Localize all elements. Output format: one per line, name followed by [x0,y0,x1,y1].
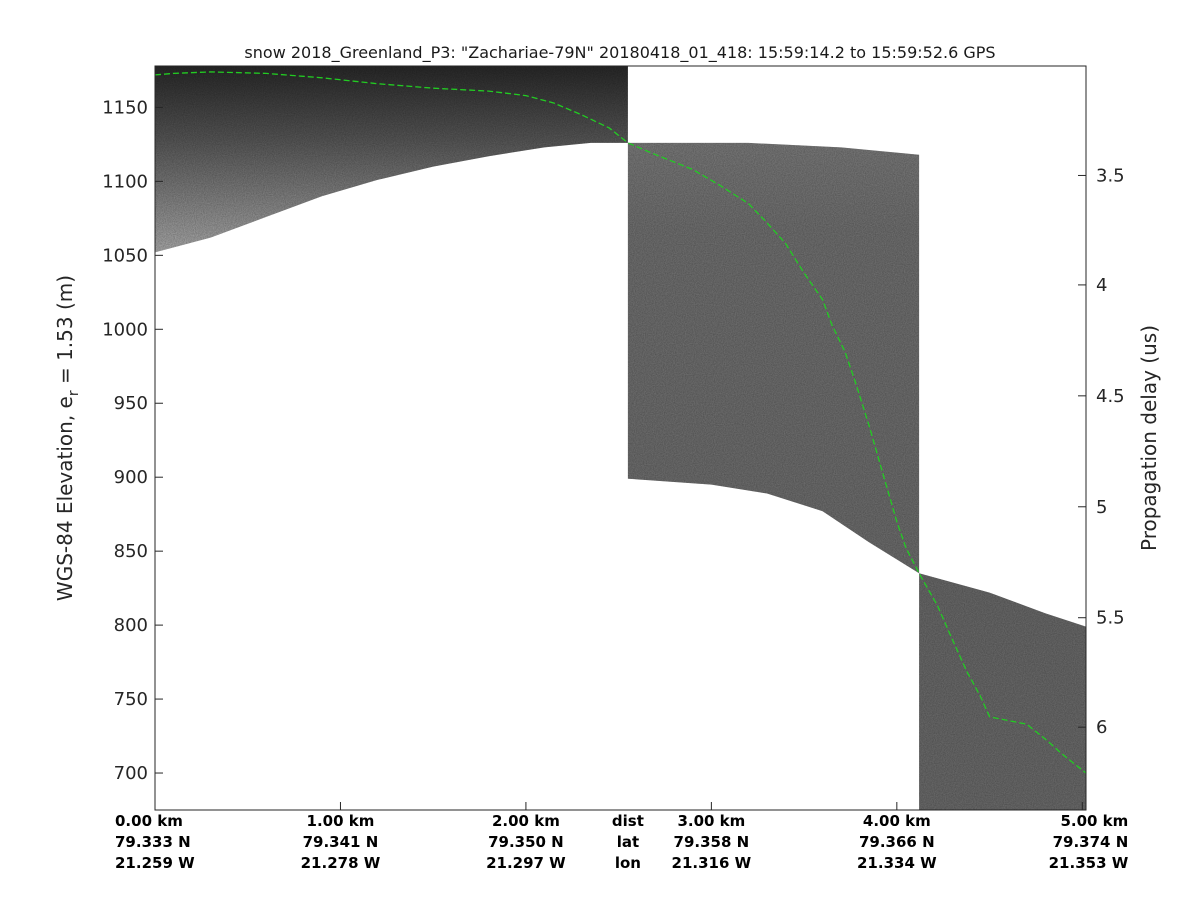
y-axis-label-left: WGS-84 Elevation, er = 1.53 (m) [53,275,82,601]
x-tick-label: 4.00 km 79.366 N 21.334 W [857,812,937,872]
echogram-speckle-1 [155,66,628,253]
y-axis-label-tail: = 1.53 (m) [53,275,77,390]
y-right-tick-label: 6 [1096,717,1107,738]
x-tick-label-line: 5.00 km [1060,812,1128,830]
y-tick-label: 800 [114,615,148,636]
x-row-labels-line: lon [615,854,641,872]
x-tick-label-line: 79.341 N [303,833,379,851]
y-right-tick-label: 5.5 [1096,608,1125,629]
y-axis-label-right: Propagation delay (us) [1137,325,1161,551]
left-axis: 1150 1100 1050 1000 950 900 850 800 750 700 [102,97,163,784]
x-tick-label: 1.00 km 79.341 N 21.278 W [301,812,381,872]
y-right-tick-label: 4 [1096,275,1107,296]
y-tick-label: 1150 [102,97,148,118]
y-tick-label: 850 [114,541,148,562]
y-tick-label: 700 [114,763,148,784]
x-tick-label-line: 0.00 km [115,812,183,830]
x-tick-label-line: 3.00 km [677,812,745,830]
y-axis-label-main: WGS-84 Elevation, e [53,396,77,601]
y-tick-label: 900 [114,467,148,488]
x-tick-label: 2.00 km 79.350 N 21.297 W [486,812,566,872]
x-tick-label-line: 4.00 km [863,812,931,830]
x-tick-label-line: 21.353 W [1049,854,1129,872]
x-tick-label-line: 2.00 km [492,812,560,830]
x-tick-label-line: 21.278 W [301,854,381,872]
plot-area [154,65,1087,811]
y-axis-label-subscript: r [66,390,82,396]
x-row-labels: dist lat lon [612,812,644,872]
y-tick-label: 1100 [102,171,148,192]
bottom-axis: 0.00 km 79.333 N 21.259 W 1.00 km 79.341 N 21… [115,802,1129,872]
x-row-labels-line: lat [617,833,639,851]
x-tick-label-line: 1.00 km [307,812,375,830]
echogram-speckle-3 [919,573,1086,810]
y-right-tick-label: 4.5 [1096,386,1125,407]
y-tick-label: 1050 [102,245,148,266]
x-tick-label-line: 79.366 N [859,833,935,851]
x-tick-label-line: 79.374 N [1053,833,1129,851]
surface-line [154,71,1087,774]
plot-frame [154,65,1087,811]
echogram-speckle-2 [627,142,920,574]
x-tick-label: 3.00 km 79.358 N 21.316 W [672,812,752,872]
x-tick-label-line: 21.316 W [672,854,752,872]
x-tick-label-line: 79.358 N [674,833,750,851]
x-tick-label: 5.00 km 79.374 N 21.353 W [1049,812,1129,872]
y-right-tick-label: 5 [1096,497,1107,518]
y-tick-label: 1000 [102,319,148,340]
x-tick-label-line: 21.259 W [115,854,195,872]
x-tick-label-line: 21.334 W [857,854,937,872]
x-row-labels-line: dist [612,812,644,830]
y-right-tick-label: 3.5 [1096,165,1125,186]
y-tick-label: 750 [114,689,148,710]
x-tick-label-line: 21.297 W [486,854,566,872]
right-axis: 3.5 4 4.5 5 5.5 6 [1078,165,1125,738]
x-tick-label: 0.00 km 79.333 N 21.259 W [115,812,195,872]
chart-title: snow 2018_Greenland_P3: "Zachariae-79N" … [244,43,995,63]
y-tick-label: 950 [114,393,148,414]
x-tick-label-line: 79.350 N [488,833,564,851]
x-tick-label-line: 79.333 N [115,833,191,851]
